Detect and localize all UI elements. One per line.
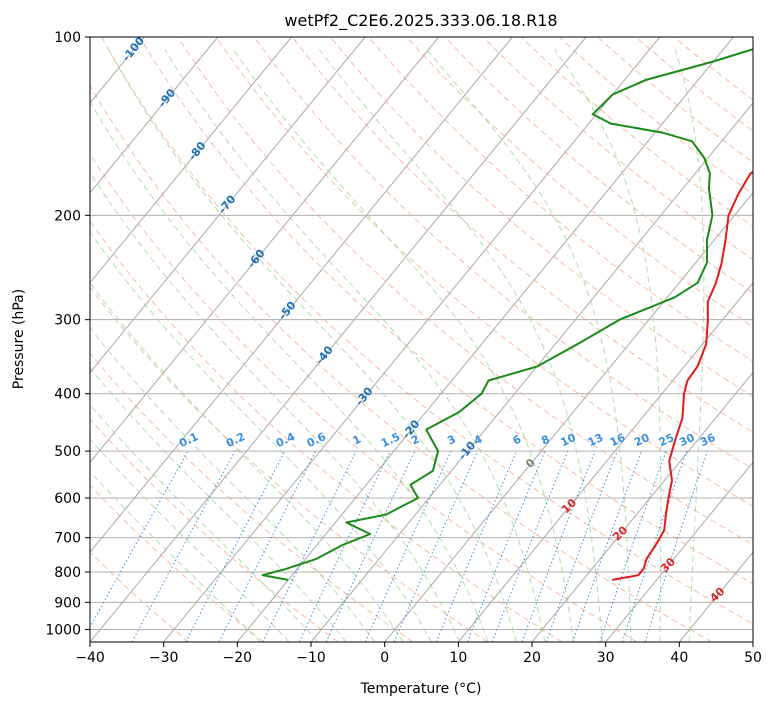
moist-adiabat-line	[318, 49, 603, 642]
moist-adiabat-line	[90, 231, 432, 642]
y-tick-label: 500	[54, 444, 81, 460]
y-tick-label: 1000	[45, 622, 81, 638]
x-tick-label: −10	[296, 650, 326, 666]
y-axis: 100 200 300 400 500 600 700 800 900 1000	[45, 30, 90, 638]
dry-adiabat-line	[90, 84, 712, 642]
moist-adiabat-line	[554, 49, 662, 642]
mixing-ratio-line	[521, 450, 596, 642]
chart-title: wetPf2_C2E6.2025.333.06.18.R18	[284, 11, 557, 31]
y-tick-label: 900	[54, 595, 81, 611]
dry-adiabat-line	[215, 37, 753, 508]
isotherm-line	[163, 37, 661, 642]
isotherm-line	[605, 461, 753, 642]
y-tick-label: 300	[54, 313, 81, 329]
x-axis-title: Temperature (°C)	[360, 681, 482, 697]
plot-frame	[89, 36, 754, 643]
mixing-ratio-line	[467, 450, 546, 642]
moist-adiabat-line	[108, 49, 517, 642]
x-tick-label: 50	[744, 650, 762, 666]
dry-adiabat-line	[90, 418, 339, 642]
temperature-profile-line	[612, 171, 753, 581]
dry-adiabat-line	[520, 37, 753, 228]
moist-adiabat-line	[90, 470, 261, 642]
x-tick-label: −40	[75, 650, 105, 666]
y-tick-label: 100	[54, 30, 81, 46]
mixing-ratio-line	[90, 450, 189, 629]
x-tick-label: 10	[449, 650, 467, 666]
x-tick-label: −30	[149, 650, 179, 666]
mixing-ratio-line	[621, 450, 688, 642]
mixing-ratio-line	[435, 450, 517, 642]
y-axis-title: Pressure (hPa)	[11, 289, 27, 389]
dry-adiabat-line	[482, 37, 753, 260]
x-tick-label: 20	[523, 650, 541, 666]
mixing-ratio-label: 16	[608, 431, 628, 449]
mixing-ratio-line	[262, 450, 357, 642]
dewpoint-profile-line	[261, 48, 753, 581]
mixing-ratio-line	[393, 450, 479, 642]
dry-adiabat-line	[101, 37, 753, 625]
y-tick-label: 800	[54, 565, 81, 581]
mixing-ratio-label: 10	[559, 431, 579, 449]
mixing-ratio-line	[572, 450, 642, 642]
isotherm-line	[90, 37, 366, 374]
dry-adiabat-line	[444, 37, 753, 294]
isotherm-line	[90, 37, 219, 194]
dry-adiabat-line	[90, 484, 264, 642]
y-tick-label: 600	[54, 491, 81, 507]
y-tick-label: 700	[54, 531, 81, 547]
dry-adiabat-line	[90, 286, 488, 642]
isotherm-line	[90, 37, 587, 642]
dry-adiabat-line	[292, 37, 753, 433]
mixing-ratio-label: 13	[586, 431, 605, 449]
isotherm-line	[90, 37, 292, 284]
profile-lines	[261, 48, 753, 581]
dry-adiabat-line	[90, 153, 638, 642]
isotherm-line	[310, 102, 753, 642]
dry-adiabat-line	[368, 37, 753, 362]
x-axis: −40 −30 −20 −10 0 10 20 30 40 50	[75, 642, 762, 666]
mixing-ratio-line	[545, 450, 618, 642]
dry-adiabat-line	[90, 220, 563, 642]
isotherm-line	[90, 37, 440, 464]
mixing-ratio-line	[218, 450, 317, 642]
isotherm-line	[384, 192, 753, 642]
background-lines	[90, 37, 753, 642]
mixing-ratio-line	[644, 450, 708, 642]
mixing-ratio-line	[364, 450, 452, 642]
mixing-ratio-line	[599, 450, 667, 642]
y-tick-label: 400	[54, 387, 81, 403]
moist-adiabat-line	[164, 49, 546, 642]
dry-adiabat-line	[330, 37, 753, 398]
mixing-ratio-label: 30	[677, 431, 697, 449]
mixing-ratio-label: 36	[698, 431, 718, 449]
y-tick-label: 200	[54, 208, 81, 224]
mixing-ratio-label: 25	[657, 431, 676, 449]
x-tick-label: 40	[670, 650, 688, 666]
isotherm-line	[531, 371, 753, 642]
isotherm-line	[236, 37, 734, 642]
isotherm-line	[90, 37, 513, 553]
mixing-ratio-line	[131, 450, 236, 642]
moist-adiabat-line	[90, 438, 290, 642]
moist-adiabat-line	[90, 282, 404, 642]
mixing-ratio-line	[491, 450, 569, 642]
mixing-ratio-label: 20	[632, 431, 652, 449]
x-tick-label: 0	[380, 650, 389, 666]
x-tick-label: −20	[223, 650, 253, 666]
moist-adiabat-line	[90, 327, 376, 642]
x-tick-label: 30	[597, 650, 615, 666]
moist-adiabat-line	[426, 49, 632, 642]
moist-adiabat-line	[674, 49, 705, 642]
dry-adiabat-line	[177, 37, 753, 546]
dry-adiabat-line	[139, 37, 753, 585]
